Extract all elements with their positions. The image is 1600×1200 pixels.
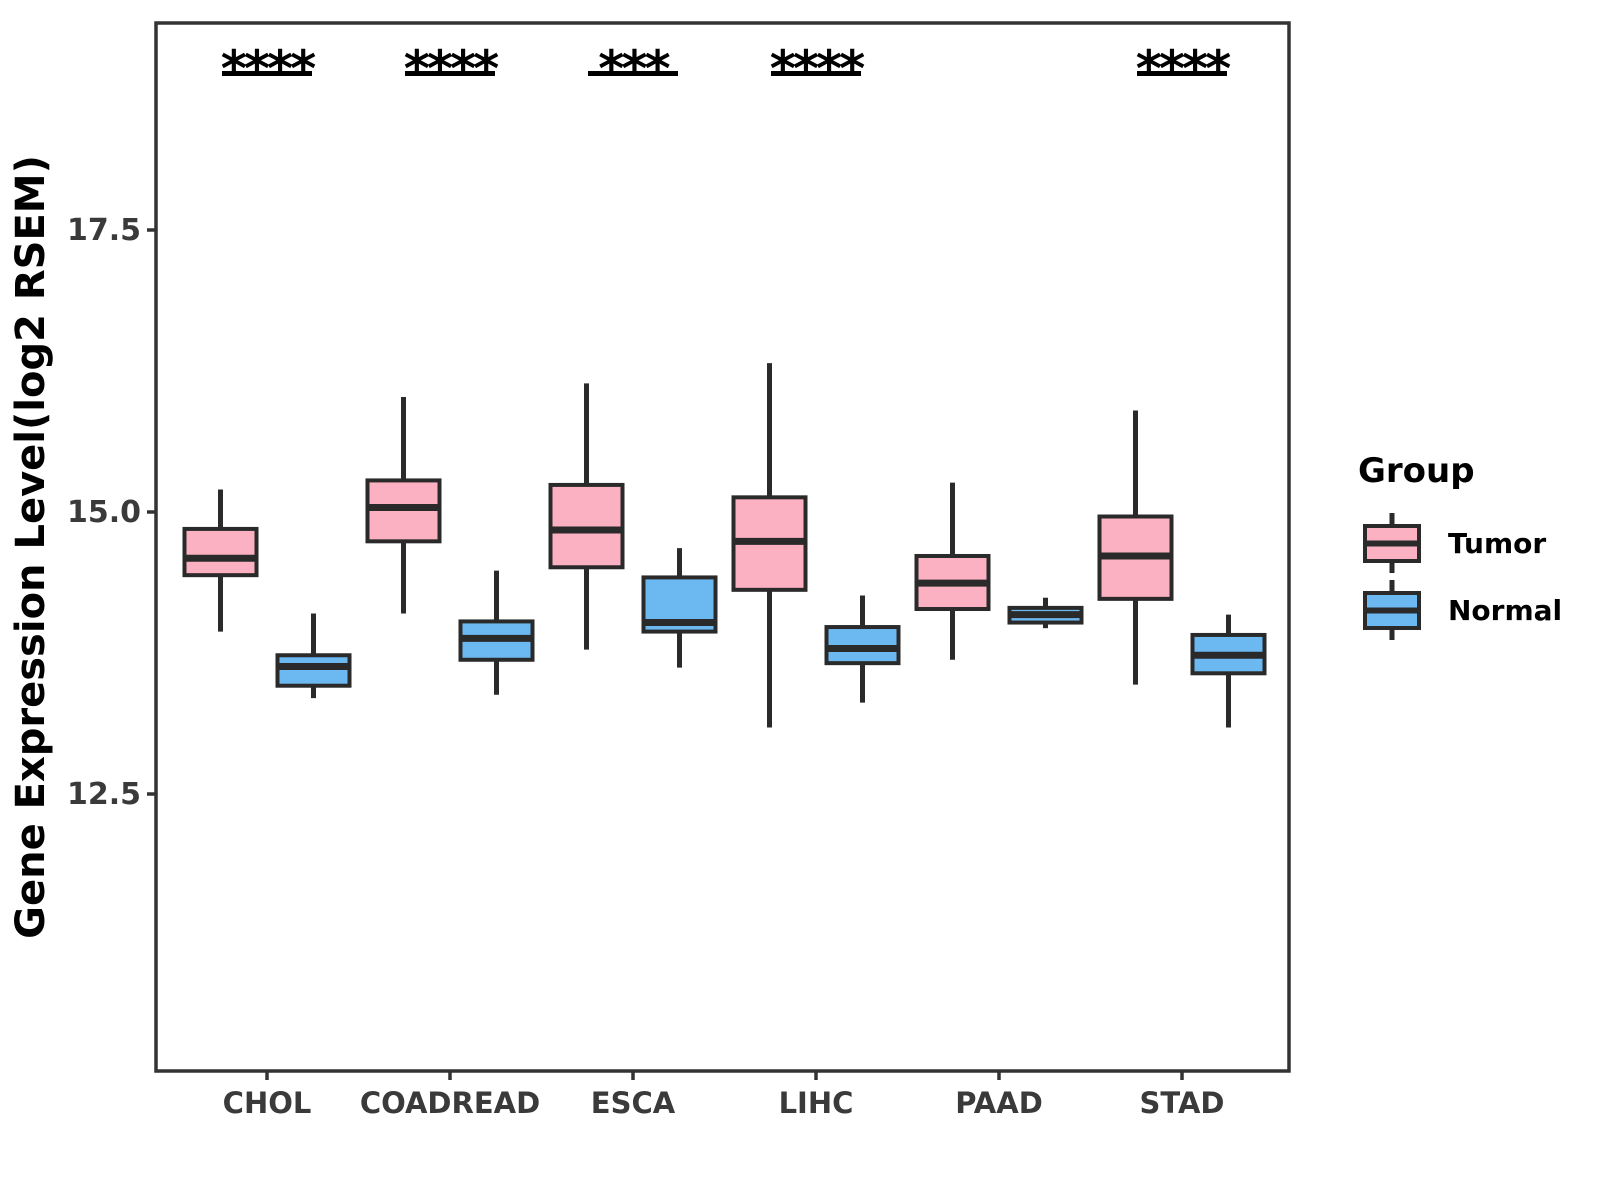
significance-layer: **** **** *** **** ****: [221, 40, 1234, 98]
significance-underline-STAD: [1137, 71, 1227, 76]
x-axis-label-LIHC: LIHC: [779, 1086, 854, 1120]
box-tumor-CHOL: [182, 526, 259, 578]
y-tick-label-12.5: 12.5: [67, 777, 141, 812]
legend: Group Tumor Normal: [1358, 451, 1562, 640]
x-axis-label-ESCA: ESCA: [591, 1086, 676, 1120]
x-axis-label-COADREAD: COADREAD: [360, 1086, 540, 1120]
y-axis-title: Gene Expression Level(log2 RSEM): [8, 155, 54, 939]
boxes-layer: [182, 363, 1267, 728]
axes-layer: 17.5 15.0 12.5 CHOL COADREAD ESCA LIHC PAAD STAD: [67, 213, 1225, 1120]
significance-underline-COADREAD: [405, 71, 495, 76]
legend-title: Group: [1358, 451, 1475, 491]
x-axis-label-STAD: STAD: [1140, 1086, 1225, 1120]
x-axis-label-PAAD: PAAD: [955, 1086, 1043, 1120]
y-tick-label-15.0: 15.0: [67, 495, 141, 530]
legend-label-normal: Normal: [1448, 594, 1562, 627]
y-tick-label-17.5: 17.5: [67, 213, 141, 248]
legend-label-tumor: Tumor: [1448, 527, 1546, 560]
significance-underline-ESCA: [588, 71, 678, 76]
significance-stars-ESCA: ***: [598, 40, 670, 98]
significance-stars-STAD: ****: [1136, 40, 1231, 98]
significance-stars-LIHC: ****: [770, 40, 865, 98]
significance-stars-COADREAD: ****: [404, 40, 499, 98]
significance-underline-CHOL: [222, 71, 312, 76]
x-axis-label-CHOL: CHOL: [223, 1086, 312, 1120]
box-normal-CHOL: [275, 653, 352, 688]
legend-key-normal-boxplot-icon: [1363, 580, 1421, 640]
box-tumor-ESCA: [548, 482, 625, 570]
significance-underline-LIHC: [771, 71, 861, 76]
significance-stars-CHOL: ****: [221, 40, 316, 98]
legend-key-tumor-boxplot-icon: [1363, 513, 1421, 573]
